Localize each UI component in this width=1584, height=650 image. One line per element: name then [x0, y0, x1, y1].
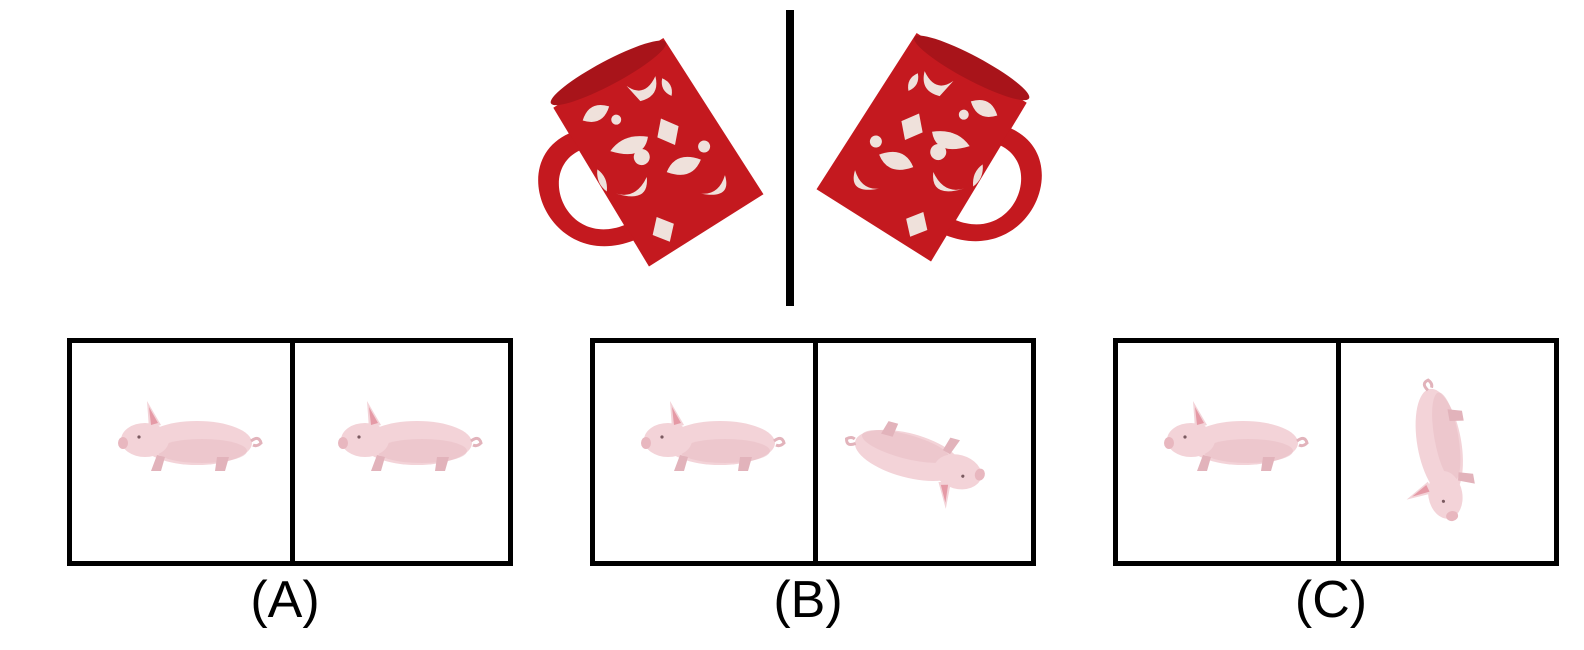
- example-divider: [786, 10, 794, 306]
- option-c-box[interactable]: [1113, 338, 1559, 566]
- option-b-right-pig-icon: [834, 410, 994, 518]
- option-a-divider: [290, 343, 295, 561]
- option-a-label: (A): [250, 571, 320, 629]
- example-left-mug-icon: [496, 24, 769, 297]
- example-right-mug-icon: [811, 19, 1084, 292]
- option-c-label: (C): [1294, 571, 1368, 629]
- option-a-right-pig-icon: [336, 399, 483, 473]
- option-b-divider: [813, 343, 818, 561]
- option-c-left-pig-icon: [1162, 399, 1309, 473]
- option-a-box[interactable]: [67, 338, 513, 566]
- option-c-right-pig-icon: [1385, 373, 1483, 530]
- option-b-left-pig-icon: [639, 399, 786, 473]
- option-b-label: (B): [773, 571, 843, 629]
- option-b-box[interactable]: [590, 338, 1036, 566]
- option-c-divider: [1336, 343, 1341, 561]
- option-a-left-pig-icon: [116, 399, 263, 473]
